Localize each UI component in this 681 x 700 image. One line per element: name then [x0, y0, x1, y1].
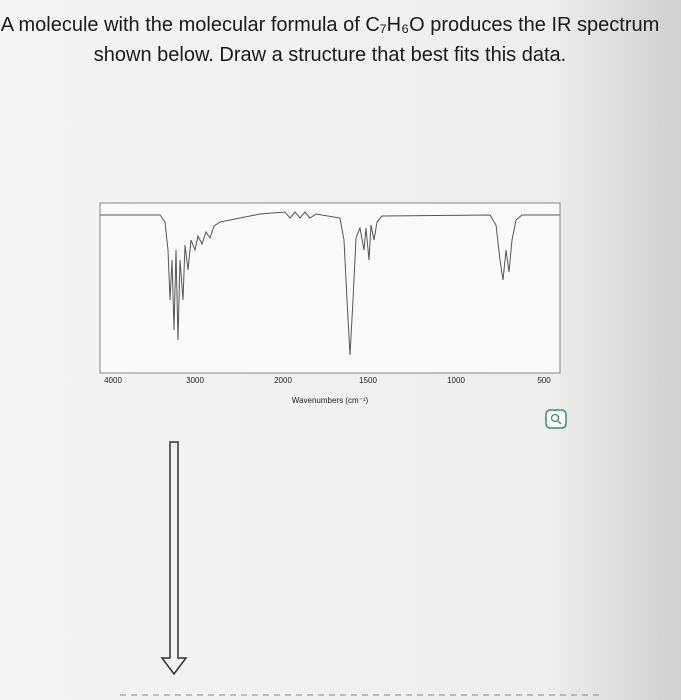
zoom-icon: [557, 420, 562, 425]
arrow: [160, 441, 188, 676]
zoom-icon: [550, 413, 560, 423]
tick-label: 2000: [274, 376, 292, 385]
tick-label: 4000: [104, 376, 122, 385]
tick-label: 1500: [359, 376, 377, 385]
tick-label: 500: [537, 376, 551, 385]
spectrum-curve: [100, 211, 560, 356]
axis-label: Wavenumbers (cm⁻¹): [292, 396, 369, 405]
spectrum-frame: [99, 202, 561, 374]
tick-label: 3000: [186, 376, 204, 385]
question-text: A molecule with the molecular formula of…: [0, 14, 660, 66]
tick-label: 1000: [447, 376, 465, 385]
zoom-button[interactable]: [545, 409, 567, 429]
